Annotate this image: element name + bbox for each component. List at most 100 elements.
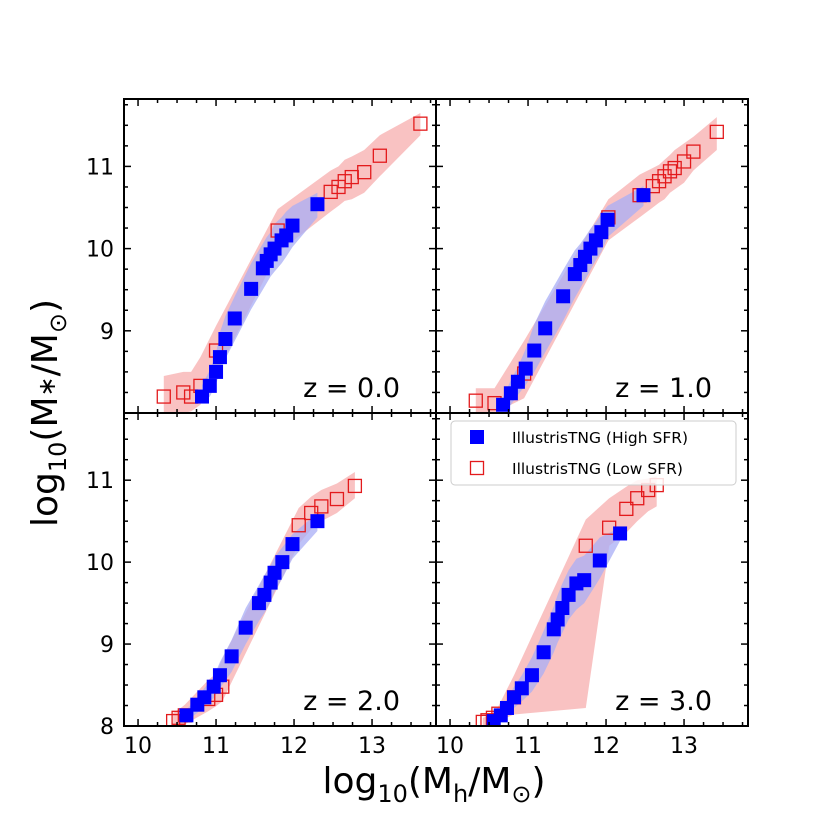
high-sfr-point [195, 389, 209, 404]
redshift-label: z = 2.0 [303, 686, 400, 717]
x-tick-label: 13 [358, 734, 386, 759]
high-sfr-point [310, 197, 325, 212]
panel-frame [435, 412, 749, 727]
high-sfr-point [267, 565, 282, 580]
low-sfr-point [709, 124, 724, 140]
y-tick-label: 9 [100, 633, 114, 658]
high-sfr-point [238, 620, 253, 635]
high-sfr-point [524, 668, 539, 683]
high-sfr-point [499, 700, 514, 715]
panel-plot-area [165, 472, 363, 726]
low-sfr-point [578, 538, 593, 553]
low-sfr-scatter-band [163, 113, 421, 413]
x-tick-label: 10 [436, 734, 464, 759]
redshift-label: z = 1.0 [615, 373, 712, 404]
x-tick-label: 12 [280, 734, 308, 759]
high-sfr-point [510, 374, 525, 389]
legend-marker-low-sfr [469, 460, 485, 476]
high-sfr-point [518, 361, 533, 376]
high-sfr-point [212, 668, 227, 683]
high-sfr-point [285, 537, 300, 552]
y-tick-label: 8 [100, 715, 114, 740]
x-tick-label: 11 [202, 734, 230, 759]
panel-plot-area [475, 476, 664, 726]
low-sfr-point [329, 491, 345, 507]
x-axis-title: log10(Mh/M⊙) [322, 761, 545, 808]
high-sfr-point [527, 343, 542, 358]
low-sfr-point [372, 148, 387, 163]
high-sfr-point [592, 553, 607, 568]
low-sfr-point [323, 184, 338, 200]
low-sfr-point [686, 144, 701, 159]
high-sfr-point [636, 188, 651, 203]
redshift-label: z = 3.0 [615, 686, 712, 717]
low-sfr-point [630, 491, 645, 506]
low-sfr-point [291, 518, 306, 533]
low-sfr-point [347, 478, 363, 494]
high-sfr-point [555, 601, 570, 616]
y-tick-label: 9 [100, 320, 114, 345]
high-sfr-point [600, 212, 615, 227]
high-sfr-point [577, 573, 592, 588]
low-sfr-point [357, 165, 372, 180]
high-sfr-point [561, 587, 576, 602]
high-sfr-point [514, 681, 529, 696]
high-sfr-point [550, 612, 565, 627]
y-tick-label: 11 [86, 155, 114, 180]
high-sfr-point [556, 289, 571, 304]
x-tick-label: 10 [124, 734, 152, 759]
low-sfr-point [676, 154, 692, 169]
panel-bottom-left: 10 11 12 13 8 9 10 11 z = 2.0 [86, 412, 437, 759]
high-sfr-point [538, 321, 553, 336]
low-sfr-point [314, 499, 329, 514]
high-sfr-point [613, 526, 628, 541]
high-sfr-point [202, 378, 217, 393]
redshift-label: z = 0.0 [303, 373, 400, 404]
low-sfr-point [413, 116, 428, 131]
low-sfr-point [156, 389, 171, 404]
high-sfr-point [536, 645, 551, 660]
panel-plot-area [468, 117, 724, 413]
high-sfr-point [275, 555, 290, 570]
high-sfr-point [218, 332, 233, 347]
low-sfr-point [651, 174, 667, 189]
panel-ticks [436, 413, 748, 727]
high-sfr-point [310, 514, 325, 529]
legend-frame [450, 420, 737, 486]
panel-top-right: z = 1.0 [435, 98, 749, 414]
low-sfr-point [619, 501, 634, 517]
y-axis-title: log10(M∗/M⊙) [25, 299, 72, 527]
high-sfr-point [209, 364, 224, 379]
legend-label-high-sfr: IllustrisTNG (High SFR) [512, 429, 688, 447]
y-tick-label: 10 [86, 551, 114, 576]
high-sfr-point [244, 281, 259, 296]
panel-plot-area [156, 113, 428, 413]
high-sfr-point [206, 679, 221, 694]
low-sfr-point [657, 169, 672, 184]
y-tick-label: 11 [86, 469, 114, 494]
x-tick-label: 13 [670, 734, 698, 759]
high-sfr-point [285, 218, 300, 233]
low-sfr-point [176, 385, 191, 400]
panel-top-left: 9 10 11 z = 0.0 [86, 98, 437, 414]
high-sfr-point [224, 649, 239, 664]
legend-marker-high-sfr [470, 430, 484, 444]
high-sfr-point [227, 311, 242, 326]
low-sfr-point [662, 164, 678, 179]
high-sfr-point [503, 386, 518, 401]
panel-ticks [124, 413, 436, 727]
low-sfr-point [468, 393, 483, 408]
high-sfr-point [496, 397, 511, 412]
high-sfr-point [486, 714, 501, 726]
x-tick-label: 12 [592, 734, 620, 759]
x-tick-label: 11 [514, 734, 542, 759]
high-sfr-point [257, 587, 272, 602]
high-sfr-point [212, 350, 227, 365]
high-sfr-point [594, 225, 609, 240]
legend-label-low-sfr: IllustrisTNG (Low SFR) [512, 460, 683, 478]
high-sfr-point [197, 690, 212, 705]
chart-legend: IllustrisTNG (High SFR) IllustrisTNG (Lo… [450, 420, 737, 486]
panel-bottom-right: 10 11 12 13 z = 3.0 [435, 412, 749, 759]
y-tick-label: 10 [86, 238, 114, 263]
